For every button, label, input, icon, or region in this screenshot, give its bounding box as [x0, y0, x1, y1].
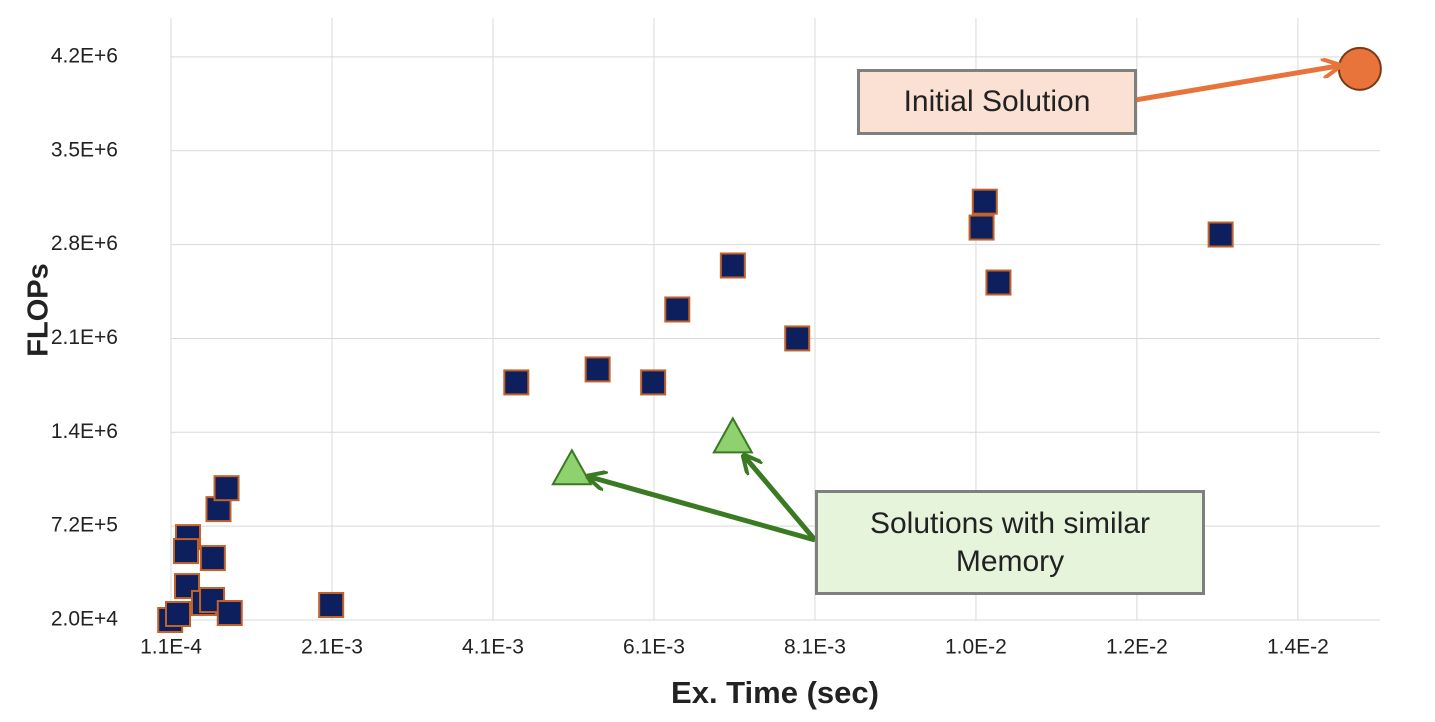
point — [318, 591, 345, 618]
y-tick-label: 3.5E+6 — [51, 138, 118, 161]
arrow — [590, 477, 816, 543]
annotation: Initial Solution — [857, 69, 1137, 135]
y-tick-label: 4.2E+6 — [51, 44, 118, 67]
point — [968, 214, 995, 241]
y-tick-label: 2.1E+6 — [51, 326, 118, 349]
point — [165, 601, 192, 628]
x-tick-label: 2.1E-3 — [301, 636, 363, 659]
point — [551, 448, 593, 486]
x-tick-label: 1.0E-2 — [945, 636, 1007, 659]
arrow — [1134, 66, 1338, 103]
point — [216, 600, 243, 627]
point — [584, 356, 611, 383]
point — [172, 538, 199, 565]
point — [199, 545, 226, 572]
x-tick-label: 1.1E-4 — [140, 636, 202, 659]
point — [640, 369, 667, 396]
point — [971, 188, 998, 215]
point — [719, 252, 746, 279]
y-tick-label: 7.2E+5 — [51, 514, 118, 537]
marks — [157, 46, 1382, 633]
grid: 2.0E+4 7.2E+5 1.4E+6 2.1E+6 2.8E+6 3.5E+6 4.2E… — [51, 18, 1380, 659]
x-tick-label: 4.1E-3 — [462, 636, 524, 659]
x-tick-label: 6.1E-3 — [623, 636, 685, 659]
x-tick-label: 1.4E-2 — [1267, 636, 1329, 659]
y-tick-label: 2.8E+6 — [51, 232, 118, 255]
y-tick-label: 2.0E+4 — [51, 608, 118, 631]
point — [213, 475, 240, 502]
point — [1337, 46, 1382, 91]
point — [985, 269, 1012, 296]
point — [664, 296, 691, 323]
y-tick-label: 1.4E+6 — [51, 420, 118, 443]
y-axis-title: FLOPs — [23, 263, 55, 356]
point — [503, 369, 530, 396]
x-tick-label: 8.1E-3 — [784, 636, 846, 659]
arrow — [745, 457, 817, 542]
point — [784, 325, 811, 352]
point — [1207, 221, 1234, 248]
x-axis-title: Ex. Time (sec) — [671, 675, 879, 710]
annotation: Solutions with similar Memory — [815, 490, 1205, 595]
point — [712, 416, 754, 454]
x-tick-label: 1.2E-2 — [1106, 636, 1168, 659]
